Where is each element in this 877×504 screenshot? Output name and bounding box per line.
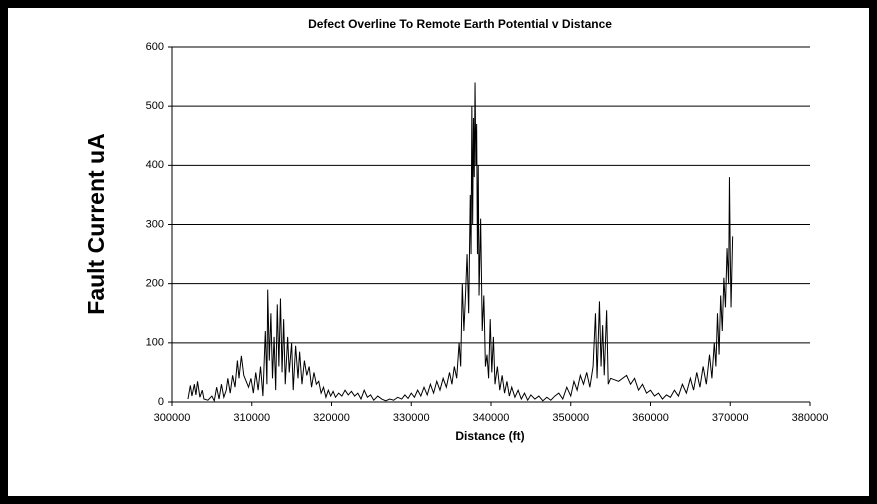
y-tick-label: 300 — [146, 218, 164, 230]
data-line — [187, 82, 734, 403]
x-tick-label: 330000 — [393, 412, 430, 424]
x-tick-label: 360000 — [632, 412, 669, 424]
y-tick-label: 100 — [146, 337, 164, 349]
x-tick-label: 300000 — [154, 412, 191, 424]
x-axis-label: Distance (ft) — [455, 429, 524, 443]
x-tick-label: 380000 — [792, 412, 829, 424]
x-tick-label: 370000 — [712, 412, 749, 424]
y-axis-label: Fault Current uA — [83, 133, 109, 314]
x-tick-label: 350000 — [552, 412, 589, 424]
y-tick-label: 200 — [146, 278, 164, 290]
x-tick-label: 310000 — [233, 412, 270, 424]
y-tick-label: 600 — [146, 41, 164, 53]
y-tick-label: 0 — [158, 396, 164, 408]
chart-title: Defect Overline To Remote Earth Potentia… — [308, 17, 612, 31]
y-tick-label: 500 — [146, 100, 164, 112]
y-tick-label: 400 — [146, 159, 164, 171]
x-tick-label: 340000 — [473, 412, 510, 424]
x-tick-label: 320000 — [313, 412, 350, 424]
